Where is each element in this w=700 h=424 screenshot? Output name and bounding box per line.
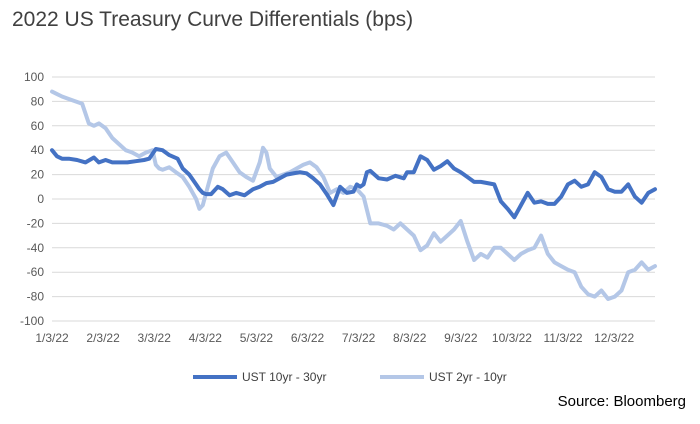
x-tick-label: 12/3/22: [594, 331, 634, 345]
x-axis-ticks: 1/3/22 2/3/22 3/3/22 4/3/22 5/3/22 6/3/22 7/3/…: [35, 331, 634, 345]
y-tick-label: -80: [27, 290, 45, 304]
x-tick-label: 8/3/22: [393, 331, 427, 345]
y-tick-label: 100: [24, 70, 44, 84]
x-tick-label: 6/3/22: [291, 331, 325, 345]
y-tick-label: -40: [27, 241, 45, 255]
x-tick-label: 1/3/22: [35, 331, 69, 345]
chart-title: 2022 US Treasury Curve Differentials (bp…: [12, 8, 414, 31]
source-note: Source: Bloomberg: [557, 393, 686, 410]
y-tick-label: 40: [31, 143, 45, 157]
legend: UST 10yr - 30yr UST 2yr - 10yr: [193, 370, 507, 384]
series-lines: [50, 89, 657, 301]
y-tick-label: -60: [27, 265, 45, 279]
legend-label-0: UST 10yr - 30yr: [242, 370, 326, 384]
legend-label-1: UST 2yr - 10yr: [429, 370, 507, 384]
y-tick-label: 20: [31, 168, 45, 182]
x-tick-label: 3/3/22: [138, 331, 172, 345]
y-tick-label: -100: [20, 314, 44, 328]
series-line-1: [50, 89, 657, 301]
y-tick-label: -20: [27, 216, 45, 230]
y-axis-ticks: 100 80 60 40 20 0 -20 -40 -60 -80 -100: [20, 70, 44, 328]
x-tick-label: 7/3/22: [342, 331, 376, 345]
x-tick-label: 9/3/22: [444, 331, 478, 345]
y-tick-label: 0: [37, 192, 44, 206]
x-tick-label: 5/3/22: [240, 331, 274, 345]
x-tick-label: 10/3/22: [492, 331, 532, 345]
x-tick-label: 11/3/22: [543, 331, 582, 345]
gridlines: [52, 76, 655, 322]
y-tick-label: 60: [31, 119, 45, 133]
series-line-0: [50, 147, 657, 220]
x-tick-label: 4/3/22: [189, 331, 223, 345]
y-tick-label: 80: [31, 94, 45, 108]
x-tick-label: 2/3/22: [86, 331, 120, 345]
